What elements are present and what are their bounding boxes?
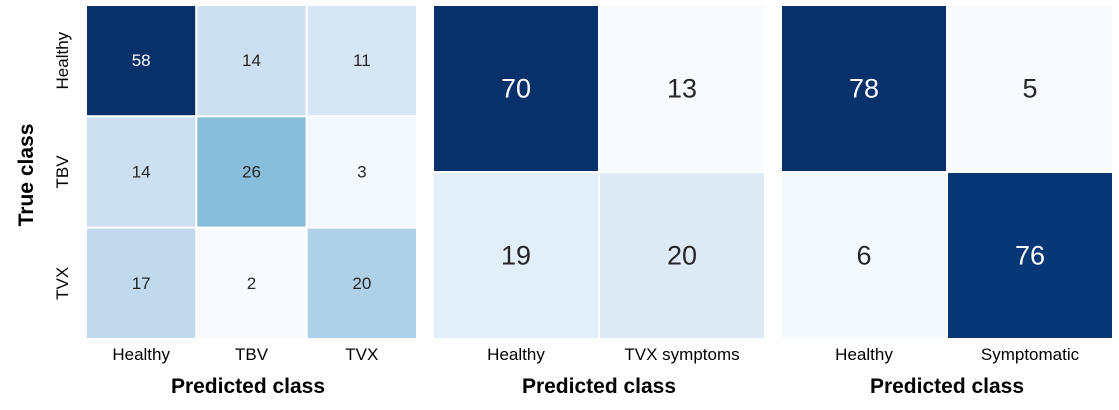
cell-r3-c1 — [85, 226, 198, 341]
x-tick-label: Healthy — [835, 345, 893, 364]
y-tick-label: TBV — [53, 155, 72, 189]
cell-value-r2-c3: 3 — [357, 163, 366, 182]
cell-r1-c1 — [432, 4, 600, 173]
cell-value-r1-c2: 13 — [667, 74, 697, 104]
cell-r1-c2 — [195, 4, 308, 118]
cell-r1-c3 — [305, 4, 418, 118]
cell-value-r1-c1: 58 — [132, 51, 151, 70]
x-axis-title: Predicted class — [870, 375, 1024, 398]
cell-r1-c2 — [946, 4, 1114, 173]
x-tick-label: TVX — [345, 345, 378, 364]
x-axis-title: Predicted class — [522, 375, 676, 398]
cell-value-r2-c2: 26 — [242, 163, 261, 182]
cell-r2-c1 — [432, 171, 600, 340]
cell-r2-c2 — [598, 171, 766, 340]
x-tick-label: Healthy — [487, 345, 545, 364]
cell-r2-c3 — [305, 115, 418, 229]
cell-value-r2-c1: 6 — [856, 241, 871, 271]
cell-value-r1-c2: 5 — [1022, 74, 1037, 104]
cell-value-r3-c3: 20 — [352, 274, 371, 293]
cell-value-r1-c1: 70 — [501, 74, 531, 104]
cell-value-r3-c1: 17 — [132, 274, 151, 293]
cell-r2-c1 — [780, 171, 948, 340]
cell-r2-c2 — [946, 171, 1114, 340]
x-tick-label: TVX symptoms — [624, 345, 739, 364]
cell-r1-c1 — [85, 4, 198, 118]
cell-r1-c2 — [598, 4, 766, 173]
cell-value-r1-c3: 11 — [353, 51, 371, 70]
y-tick-label: TVX — [53, 267, 72, 300]
cell-r3-c3 — [305, 226, 418, 341]
x-tick-label: Symptomatic — [981, 345, 1080, 364]
y-tick-label: Healthy — [53, 31, 72, 89]
matrix-panel-3: 78 5 6 76 Healthy Symptomatic Predicted class — [780, 4, 1114, 398]
cell-value-r2-c2: 76 — [1015, 241, 1045, 271]
cell-r1-c1 — [780, 4, 948, 173]
matrix-panel-1: 58 14 11 14 26 3 17 2 20 Healthy TBV TVX Healthy TBV T… — [53, 4, 418, 398]
cell-value-r1-c2: 14 — [242, 51, 261, 70]
cell-value-r2-c1: 14 — [132, 163, 151, 182]
x-tick-label: Healthy — [112, 345, 170, 364]
matrix-panel-2: 70 13 19 20 Healthy TVX symptoms Predicted cla… — [432, 4, 766, 398]
cell-value-r3-c2: 2 — [247, 274, 256, 293]
cell-r3-c2 — [195, 226, 308, 341]
x-axis-title: Predicted class — [171, 375, 325, 398]
cell-value-r2-c1: 19 — [501, 241, 531, 271]
cell-value-r2-c2: 20 — [667, 241, 697, 271]
y-axis-title: True class — [15, 124, 38, 227]
x-tick-label: TBV — [235, 345, 269, 364]
cell-value-r1-c1: 78 — [849, 74, 879, 104]
